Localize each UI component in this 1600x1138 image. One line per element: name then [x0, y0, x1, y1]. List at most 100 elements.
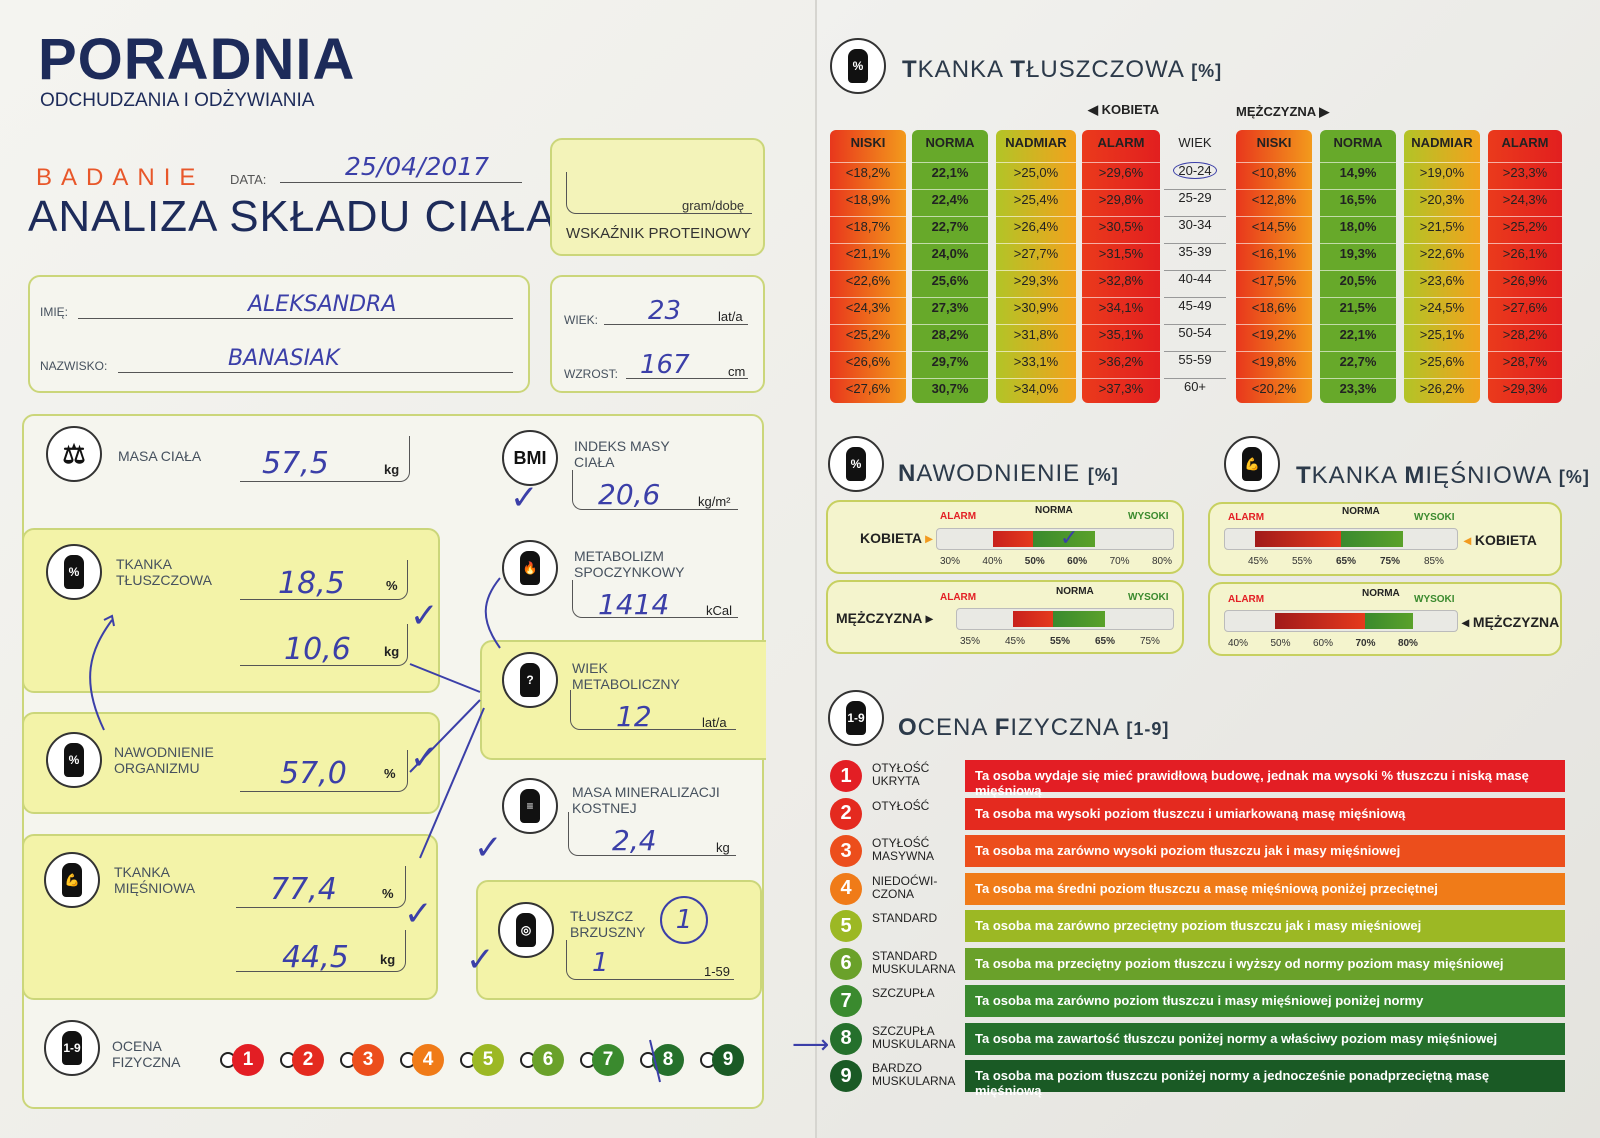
age-box [550, 275, 765, 393]
fat-line1 [240, 560, 408, 600]
ocena-section-icon: 1-9 [828, 690, 884, 746]
nawodnienie-value[interactable]: 57,0 [280, 756, 347, 791]
fat-check: ✓ [410, 596, 439, 636]
ocena-row: 7 SZCZUPŁA Ta osoba ma zarówno poziom tłus… [830, 985, 1565, 1017]
fat-table-cell: >31,8% [996, 324, 1076, 342]
wiek-label: WIEK: [564, 313, 599, 327]
wiek-met-line [570, 690, 736, 730]
ocena-dot-4[interactable]: 4 [412, 1044, 444, 1076]
ocena-dot-1[interactable]: 1 [232, 1044, 264, 1076]
wiek-value[interactable]: 23 [648, 296, 682, 326]
ocena-category-label: BARDZO MUSKULARNA [872, 1061, 956, 1088]
hydration-k-mark: ✓ [1060, 526, 1079, 551]
ocena-title: OCENA FIZYCZNA [1-9] [898, 714, 1170, 741]
fat-table-cell: 35-39 [1164, 243, 1226, 259]
fat-table-cell: >24,5% [1404, 297, 1480, 315]
fat-table-cell: <18,2% [830, 162, 906, 180]
hydration-m-ticks: 35% 45% 55% 65% 75% [960, 636, 1160, 647]
fat-table-cell: 16,5% [1320, 189, 1396, 207]
fat-table-header: NISKI [850, 135, 886, 150]
date-value[interactable]: 25/04/2017 [345, 152, 490, 181]
nawodnienie-label: NAWODNIENIE ORGANIZMU [114, 744, 214, 776]
ocena-number: 3 [830, 835, 862, 867]
fat-table-cell: >35,1% [1082, 324, 1160, 342]
hydration-m-norma: NORMA [1056, 586, 1094, 597]
fat-table-cell: >28,2% [1488, 324, 1562, 342]
fat-table-cell: 20,5% [1320, 270, 1396, 288]
ocena-dot-5[interactable]: 5 [472, 1044, 504, 1076]
fat-pct-value[interactable]: 18,5 [278, 566, 345, 601]
fat-table-header: ALARM [1501, 135, 1549, 150]
ocena-row: 1 OTYŁOŚĆ UKRYTA Ta osoba wydaje się mieć … [830, 760, 1565, 798]
metabolic-age-icon: ? [502, 652, 558, 708]
protein-unit: gram/dobę [682, 198, 745, 213]
fat-kg-value[interactable]: 10,6 [284, 632, 351, 667]
bmi-line [572, 470, 738, 510]
muscle-k-bar [1224, 528, 1458, 550]
brzuch-circled[interactable]: 1 [660, 896, 708, 944]
fat-table-cell: >29,3% [996, 270, 1076, 288]
ocena-dot-2[interactable]: 2 [292, 1044, 324, 1076]
fat-pct-unit: % [386, 578, 398, 593]
fat-table-header: ALARM [1097, 135, 1145, 150]
kosc-line [568, 812, 736, 856]
nazwisko-value[interactable]: BANASIAK [228, 346, 340, 371]
masa-line [240, 436, 410, 482]
wiek-met-label: WIEK METABOLICZNY [572, 660, 680, 692]
ocena-dot-3[interactable]: 3 [352, 1044, 384, 1076]
fat-table-icon: % [830, 38, 886, 94]
fat-table-cell: 55-59 [1164, 351, 1226, 367]
miesnie-pct-value[interactable]: 77,4 [270, 872, 337, 907]
miesniowa-title: TKANKA MIĘŚNIOWA [%] [1296, 462, 1590, 489]
metabolizm-value[interactable]: 1414 [598, 588, 670, 621]
scale-icon: ⚖ [46, 426, 102, 482]
ocena-description: Ta osoba ma zarówno wysoki poziom tłuszc… [965, 835, 1565, 867]
fat-table-cell: 28,2% [912, 324, 988, 342]
fat-table-cell: <24,3% [830, 297, 906, 315]
fat-kg-unit: kg [384, 644, 400, 659]
fat-table-cell: 19,3% [1320, 243, 1396, 261]
masa-value[interactable]: 57,5 [262, 446, 329, 481]
muscle-k-ticks: 45% 55% 65% 75% 85% [1248, 556, 1444, 567]
brzuch-value[interactable]: 1 [592, 948, 609, 978]
muscle-mezczyzna-label: ◂ MĘŻCZYZNA [1462, 614, 1560, 630]
ocena-number: 5 [830, 910, 862, 942]
hydration-m-bar [956, 608, 1174, 630]
fat-table-header: NADMIAR [1411, 135, 1473, 150]
fat-table-cell: >31,5% [1082, 243, 1160, 261]
fat-table-header: NISKI [1256, 135, 1292, 150]
wiek-met-unit: lat/a [702, 715, 727, 730]
fat-table-cell: >25,6% [1404, 351, 1480, 369]
hydration-section-icon: % [828, 436, 884, 492]
hydration-k-bar [936, 528, 1174, 550]
fat-table-cell: >25,4% [996, 189, 1076, 207]
fat-table-cell: >26,4% [996, 216, 1076, 234]
imie-underline [78, 318, 513, 319]
bmi-value[interactable]: 20,6 [598, 478, 661, 511]
metabolizm-unit: kCal [706, 603, 733, 618]
fat-table-column: WIEK 20-24 25-29 30-34 35-39 40-44 45-49 50-54 5… [1164, 130, 1226, 403]
ocena-dot-6[interactable]: 6 [532, 1044, 564, 1076]
miesnie-kg-value[interactable]: 44,5 [282, 940, 349, 975]
fat-table-cell: >30,9% [996, 297, 1076, 315]
kosc-check: ✓ [474, 828, 503, 868]
kosc-value[interactable]: 2,4 [612, 824, 657, 857]
fat-table-cell: <18,7% [830, 216, 906, 234]
wzrost-value[interactable]: 167 [640, 350, 690, 380]
muscle-icon: 💪 [44, 852, 100, 908]
ocena-number: 2 [830, 797, 862, 830]
muscle-m-ticks: 40% 50% 60% 70% 80% [1228, 638, 1418, 649]
ocena-description: Ta osoba ma przeciętny poziom tłuszczu i… [965, 947, 1565, 980]
ocena-category-label: OTYŁOŚĆ MASYWNA [872, 836, 935, 863]
fat-table-title: TKANKA TŁUSZCZOWA [%] [902, 56, 1223, 83]
fat-table-cell: <27,6% [830, 378, 906, 396]
ocena-dot-9[interactable]: 9 [712, 1044, 744, 1076]
fat-table-cell: >36,2% [1082, 351, 1160, 369]
fat-table-cell: <21,1% [830, 243, 906, 261]
fat-table-cell: >30,5% [1082, 216, 1160, 234]
muscle-section-icon: 💪 [1224, 436, 1280, 492]
ocena-dot-7[interactable]: 7 [592, 1044, 624, 1076]
wiek-met-value[interactable]: 12 [616, 700, 652, 733]
imie-value[interactable]: ALEKSANDRA [248, 292, 397, 317]
belly-fat-icon: ◎ [498, 902, 554, 958]
